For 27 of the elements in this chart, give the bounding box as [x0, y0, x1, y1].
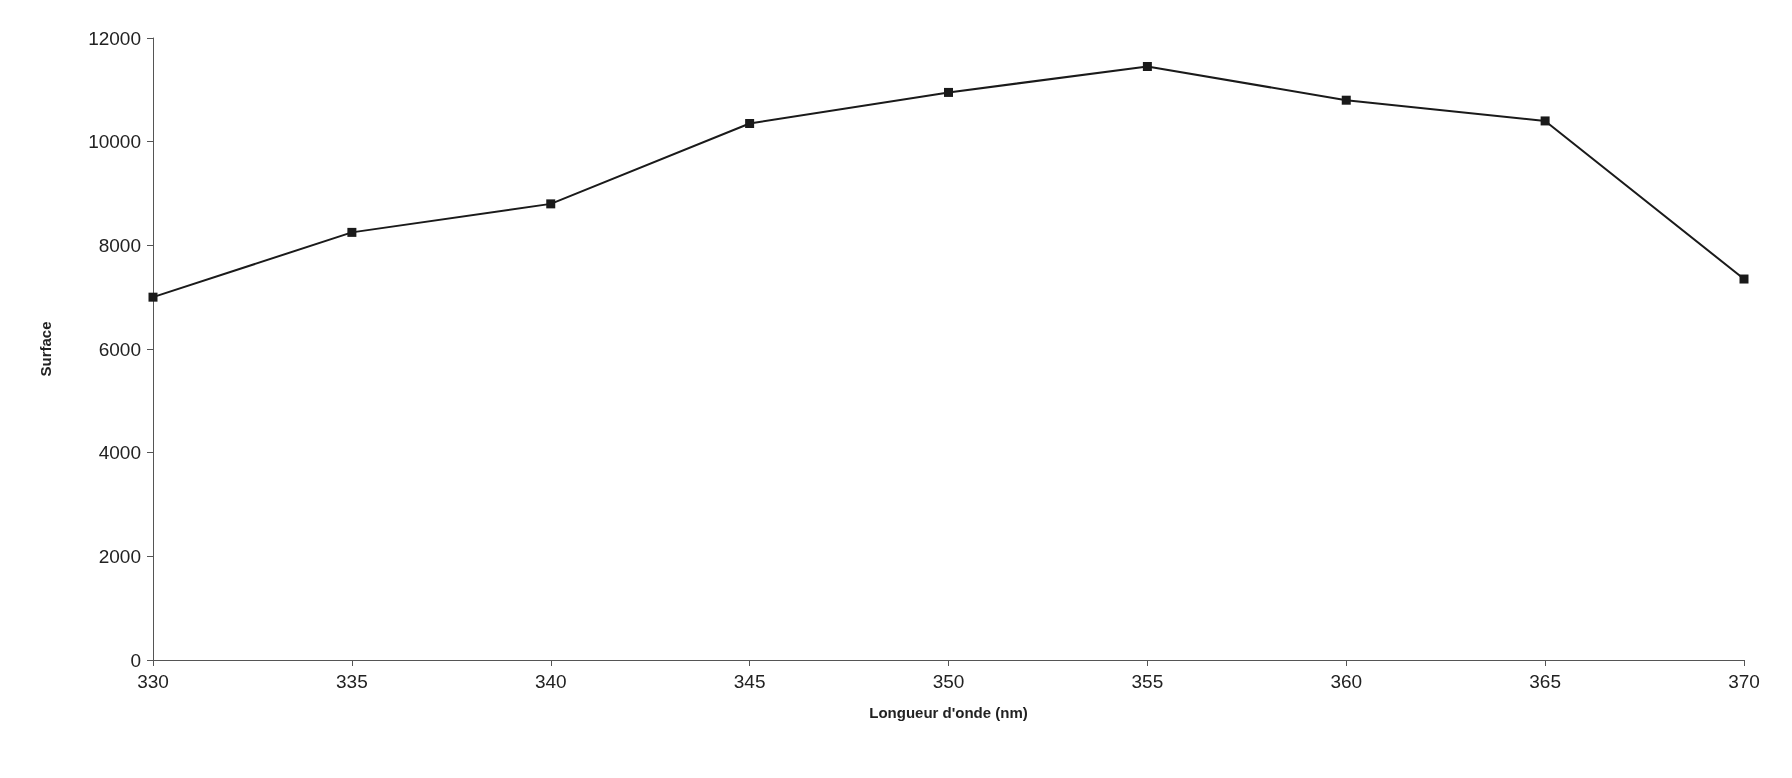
x-tick-label: 360 — [1330, 671, 1363, 692]
x-tick-label: 335 — [336, 671, 368, 692]
point — [1739, 274, 1749, 284]
y-tick-label: 4000 — [98, 442, 141, 464]
point — [347, 227, 357, 237]
x-tick-label: 330 — [137, 671, 169, 692]
x-tick-label: 365 — [1529, 671, 1561, 692]
y-tick-label: 8000 — [98, 234, 141, 256]
y-tick-label: 0 — [130, 649, 141, 671]
y-tick-label: 12000 — [88, 27, 141, 49]
point — [944, 87, 953, 97]
x-tick-label: 350 — [932, 671, 965, 692]
x-tick-label: 370 — [1728, 671, 1760, 692]
y-tick-label: 2000 — [98, 545, 141, 567]
y-tick-label: 6000 — [98, 338, 141, 360]
point — [1142, 62, 1152, 72]
point — [148, 292, 158, 302]
point — [1540, 116, 1550, 126]
x-tick-label: 340 — [534, 671, 567, 692]
y-tick-label: 10000 — [88, 131, 141, 153]
x-tick-label: 355 — [1131, 671, 1164, 692]
point — [546, 199, 556, 209]
x-axis-title: Longueur d'onde (nm) — [869, 704, 1028, 721]
x-tick-label: 345 — [733, 671, 766, 692]
point — [1341, 95, 1351, 105]
point — [745, 119, 755, 129]
y-axis-title: Surface — [37, 321, 54, 377]
